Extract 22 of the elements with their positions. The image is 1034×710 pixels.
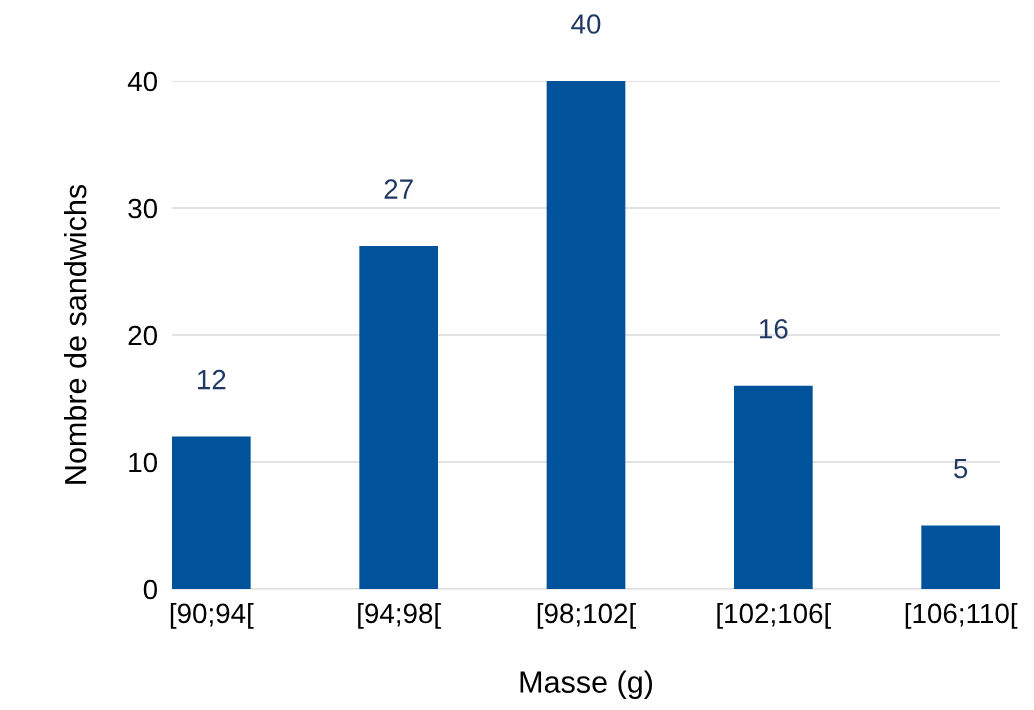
x-axis-title: Masse (g) — [520, 670, 653, 699]
bar — [921, 525, 1000, 589]
y-tick-label: 40 — [127, 71, 158, 92]
data-label: 12 — [198, 369, 226, 390]
data-label: 16 — [760, 318, 788, 339]
y-tick-label: 10 — [129, 452, 158, 473]
y-tick-label: 20 — [128, 325, 158, 346]
x-tick-label: [102;106[ — [717, 602, 832, 629]
y-axis-title: Nombre de sandwichs — [64, 184, 87, 484]
y-tick-label: 30 — [128, 198, 158, 219]
x-tick-label: [98;102[ — [537, 602, 636, 629]
data-label: 5 — [954, 458, 968, 479]
y-tick-label: 0 — [143, 579, 158, 600]
x-tick-label: [106;110[ — [905, 602, 1018, 629]
x-tick-label: [94;98[ — [358, 602, 441, 629]
bar — [546, 81, 626, 589]
data-label: 27 — [384, 179, 413, 199]
bar — [733, 385, 813, 589]
bar — [359, 246, 439, 589]
bar — [172, 436, 251, 589]
data-label: 40 — [571, 14, 601, 34]
x-tick-label: [90;94[ — [170, 602, 254, 629]
